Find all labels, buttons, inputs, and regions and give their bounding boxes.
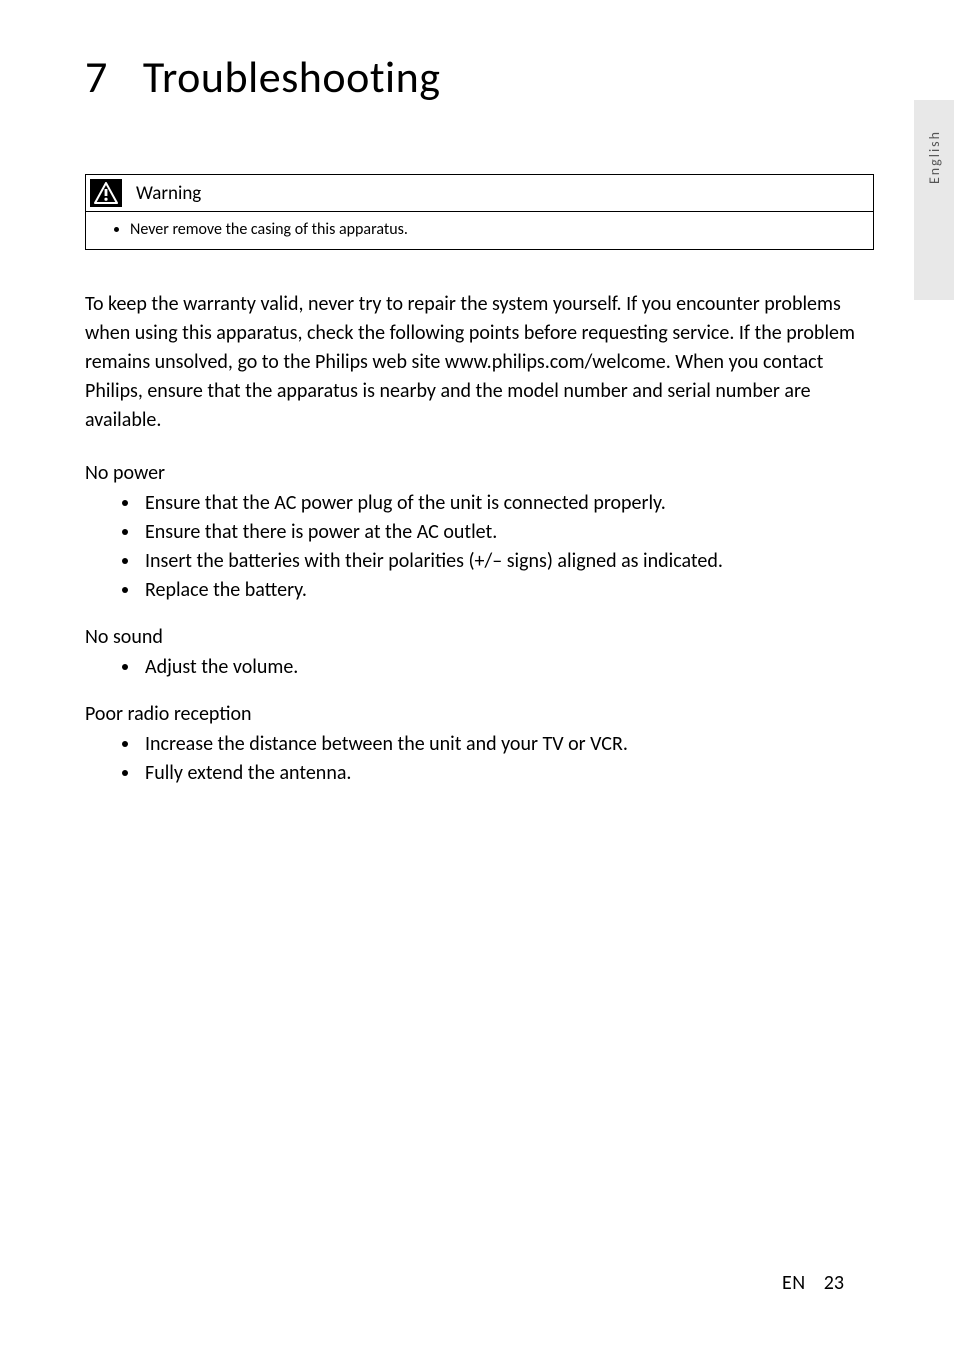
chapter-title: Troubleshooting [143,50,441,104]
footer-lang-code: EN [782,1271,806,1295]
warning-header: Warning [86,175,873,212]
list-item: Ensure that there is power at the AC out… [141,518,874,547]
intro-paragraph: To keep the warranty valid, never try to… [85,290,874,435]
section-title: No power [85,461,874,485]
section-list: Increase the distance between the unit a… [85,730,874,788]
warning-label: Warning [136,182,201,205]
warning-body: Never remove the casing of this apparatu… [86,212,873,249]
list-item: Replace the battery. [141,576,874,605]
warning-item: Never remove the casing of this apparatu… [130,220,855,239]
section-title: No sound [85,625,874,649]
list-item: Increase the distance between the unit a… [141,730,874,759]
list-item: Ensure that the AC power plug of the uni… [141,489,874,518]
warning-list: Never remove the casing of this apparatu… [116,220,855,239]
section-no-power: No power Ensure that the AC power plug o… [85,461,874,605]
chapter-number: 7 [85,50,108,104]
section-poor-radio: Poor radio reception Increase the distan… [85,702,874,788]
section-title: Poor radio reception [85,702,874,726]
warning-icon [90,179,122,207]
footer-page-number: 23 [824,1271,844,1295]
list-item: Fully extend the antenna. [141,759,874,788]
section-list: Ensure that the AC power plug of the uni… [85,489,874,605]
section-no-sound: No sound Adjust the volume. [85,625,874,682]
language-tab: English [914,100,954,300]
section-list: Adjust the volume. [85,653,874,682]
language-tab-label: English [926,130,943,184]
document-page: English 7 Troubleshooting Warning Never r… [0,0,954,1350]
warning-box: Warning Never remove the casing of this … [85,174,874,250]
page-footer: EN 23 [782,1271,844,1295]
list-item: Adjust the volume. [141,653,874,682]
list-item: Insert the batteries with their polariti… [141,547,874,576]
chapter-heading: 7 Troubleshooting [85,50,874,104]
